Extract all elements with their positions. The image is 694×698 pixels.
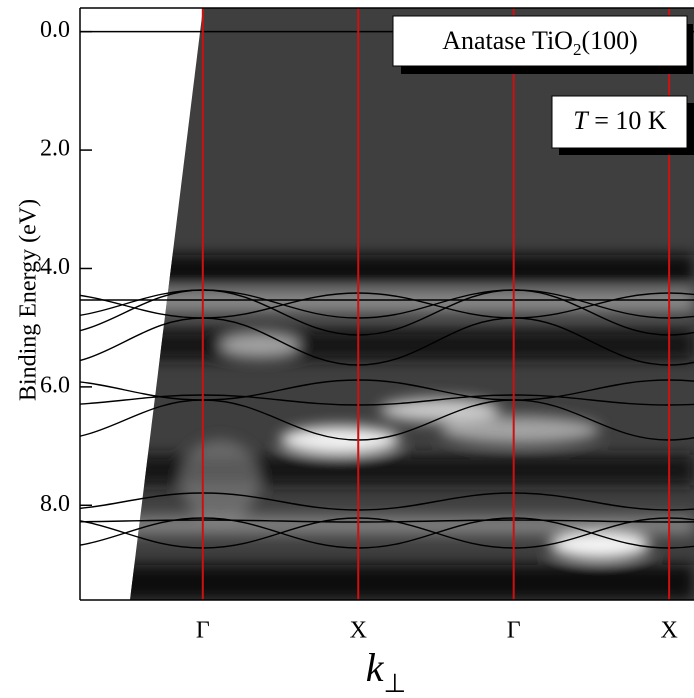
sample-sub: 2 <box>573 40 582 59</box>
x-axis-label: k⊥ <box>366 645 406 698</box>
annotation-box <box>551 95 688 149</box>
sample-suffix: (100) <box>581 26 637 55</box>
x-tick-label: Γ <box>196 618 210 644</box>
band-line <box>80 289 694 336</box>
y-tick-label: 4.0 <box>40 254 70 280</box>
x-tick-label: X <box>350 618 367 644</box>
band-line <box>80 519 694 523</box>
annotation-box <box>392 15 688 67</box>
y-tick-label: 0.0 <box>40 17 70 43</box>
band-line <box>80 317 694 366</box>
y-tick-label: 6.0 <box>40 372 70 398</box>
band-line <box>80 394 694 406</box>
y-tick-label: 2.0 <box>40 136 70 162</box>
y-axis-label: Binding Energy (eV) <box>16 199 42 401</box>
sample-annotation: Anatase TiO2(100) <box>442 26 638 59</box>
temperature-annotation: T = 10 K <box>573 106 667 135</box>
band-line <box>80 399 694 441</box>
x-axis-label-sub: ⊥ <box>384 669 407 698</box>
band-line <box>80 292 694 319</box>
band-line <box>80 379 694 401</box>
band-line <box>80 492 694 511</box>
calculated-bands <box>80 289 694 549</box>
sample-text: Anatase TiO <box>442 26 573 55</box>
band-line <box>80 517 694 549</box>
temperature-symbol: T <box>573 106 589 135</box>
x-tick-label: Γ <box>507 618 521 644</box>
y-tick-label: 8.0 <box>40 491 70 517</box>
x-axis-label-main: k <box>366 645 385 690</box>
x-tick-label: X <box>660 618 677 644</box>
temperature-text: = 10 K <box>588 106 667 135</box>
